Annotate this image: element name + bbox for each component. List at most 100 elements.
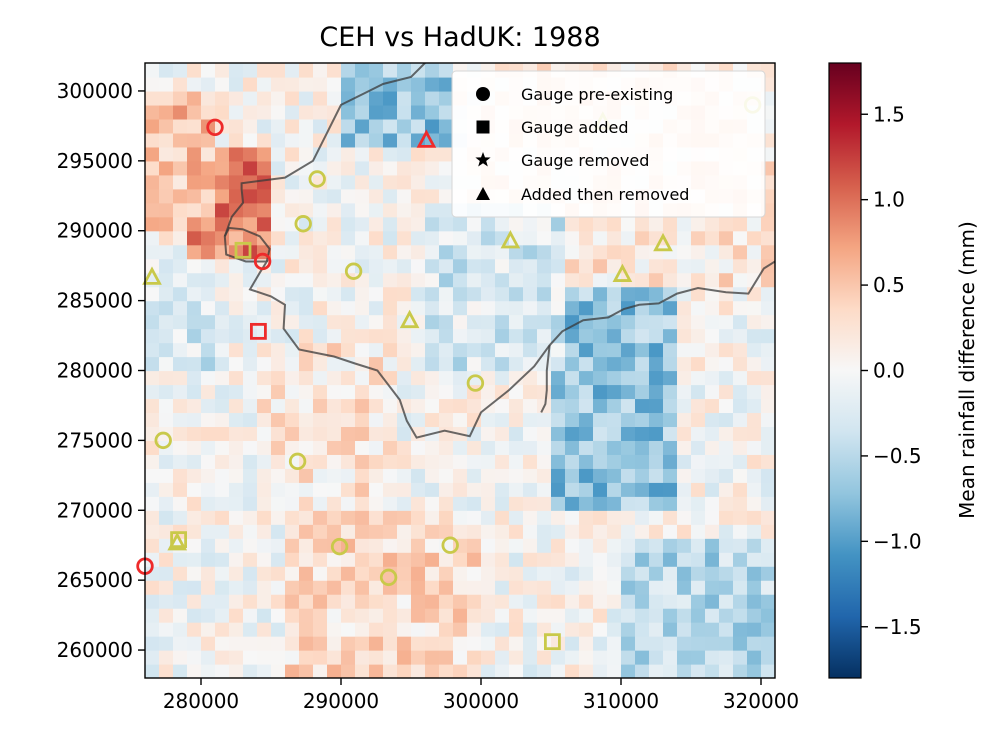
heatmap-cell xyxy=(383,664,398,678)
heatmap-cell xyxy=(425,118,440,134)
heatmap-cell xyxy=(215,104,230,120)
heatmap-cell xyxy=(467,482,482,497)
heatmap-cell xyxy=(467,370,482,386)
heatmap-cell xyxy=(565,482,580,497)
heatmap-cell xyxy=(439,636,454,651)
heatmap-cell xyxy=(201,314,216,330)
heatmap-cell xyxy=(173,314,188,330)
heatmap-cell xyxy=(383,272,398,288)
heatmap-cell xyxy=(607,384,622,400)
heatmap-cell xyxy=(299,580,314,595)
heatmap-cell xyxy=(621,370,636,386)
heatmap-cell xyxy=(355,398,370,414)
heatmap-cell xyxy=(719,412,734,428)
heatmap-cell xyxy=(495,608,510,623)
gauge-pre-existing-marker xyxy=(441,536,459,554)
heatmap-cell xyxy=(747,566,762,581)
heatmap-cell xyxy=(369,510,384,525)
heatmap-cell xyxy=(411,370,426,386)
heatmap-cell xyxy=(271,440,286,455)
heatmap-cell xyxy=(187,328,202,344)
heatmap-cell xyxy=(411,132,426,148)
heatmap-cell xyxy=(397,300,412,316)
heatmap-cell xyxy=(565,356,580,372)
heatmap-cell xyxy=(285,496,300,511)
heatmap-cell xyxy=(439,566,454,581)
heatmap-cell xyxy=(145,468,160,483)
heatmap-cell xyxy=(607,412,622,428)
heatmap-cell xyxy=(159,398,174,414)
heatmap-cell xyxy=(341,384,356,400)
heatmap-cell xyxy=(215,160,230,176)
heatmap-cell xyxy=(369,398,384,414)
heatmap-cell xyxy=(383,146,398,162)
heatmap-cell xyxy=(299,440,314,455)
heatmap-cell xyxy=(425,342,440,358)
heatmap-cell xyxy=(411,286,426,302)
heatmap-cell xyxy=(691,664,706,678)
heatmap-cell xyxy=(369,132,384,148)
heatmap-cell xyxy=(509,286,524,302)
colorbar-tick-label: −1.0 xyxy=(873,529,922,553)
heatmap-cell xyxy=(635,398,650,414)
heatmap-cell xyxy=(229,104,244,120)
x-tick-label: 310000 xyxy=(583,689,659,713)
heatmap-cell xyxy=(285,146,300,162)
heatmap-cell xyxy=(299,412,314,428)
heatmap-cell xyxy=(537,230,552,246)
heatmap-cell xyxy=(705,272,720,288)
heatmap-cell xyxy=(369,328,384,344)
heatmap-cell xyxy=(243,412,258,428)
heatmap-cell xyxy=(425,370,440,386)
heatmap-cell xyxy=(201,524,216,539)
heatmap-cell xyxy=(355,188,370,204)
heatmap-cell xyxy=(383,650,398,665)
heatmap-cell xyxy=(299,524,314,539)
heatmap-cell xyxy=(705,384,720,400)
heatmap-cell xyxy=(593,216,608,232)
heatmap-cell xyxy=(607,468,622,483)
heatmap-cell xyxy=(509,608,524,623)
heatmap-cell xyxy=(411,664,426,678)
heatmap-cell xyxy=(229,370,244,386)
heatmap-cell xyxy=(481,496,496,511)
heatmap-cell xyxy=(271,426,286,441)
heatmap-cell xyxy=(243,146,258,162)
heatmap-cell xyxy=(229,524,244,539)
heatmap-cell xyxy=(187,566,202,581)
heatmap-cell xyxy=(425,594,440,609)
heatmap-cell xyxy=(677,552,692,567)
heatmap-cell xyxy=(159,104,174,120)
heatmap-cell xyxy=(747,398,762,414)
heatmap-cell xyxy=(397,118,412,134)
heatmap-cell xyxy=(145,90,160,106)
heatmap-cell xyxy=(537,370,552,386)
heatmap-cell xyxy=(229,650,244,665)
heatmap-cell xyxy=(215,552,230,567)
heatmap-cell xyxy=(397,63,412,78)
heatmap-cell xyxy=(383,384,398,400)
heatmap-cell xyxy=(355,524,370,539)
heatmap-cell xyxy=(425,314,440,330)
heatmap-cell xyxy=(481,580,496,595)
heatmap-cell xyxy=(649,328,664,344)
heatmap-cell xyxy=(523,342,538,358)
heatmap-cell xyxy=(439,63,454,78)
heatmap-cell xyxy=(439,244,454,260)
heatmap-cell xyxy=(411,594,426,609)
heatmap-cell xyxy=(383,552,398,567)
heatmap-cell xyxy=(257,622,272,637)
heatmap-cell xyxy=(565,258,580,274)
heatmap-cell xyxy=(565,426,580,441)
heatmap-cell xyxy=(257,356,272,372)
heatmap-cell xyxy=(201,230,216,246)
heatmap-cell xyxy=(243,356,258,372)
heatmap-cell xyxy=(355,650,370,665)
heatmap-cell xyxy=(299,426,314,441)
heatmap-cell xyxy=(733,622,748,637)
heatmap-cell xyxy=(453,664,468,678)
heatmap-cell xyxy=(453,454,468,469)
colorbar-tick-label: −1.5 xyxy=(873,615,922,639)
heatmap-cell xyxy=(271,664,286,678)
heatmap-cell xyxy=(327,328,342,344)
